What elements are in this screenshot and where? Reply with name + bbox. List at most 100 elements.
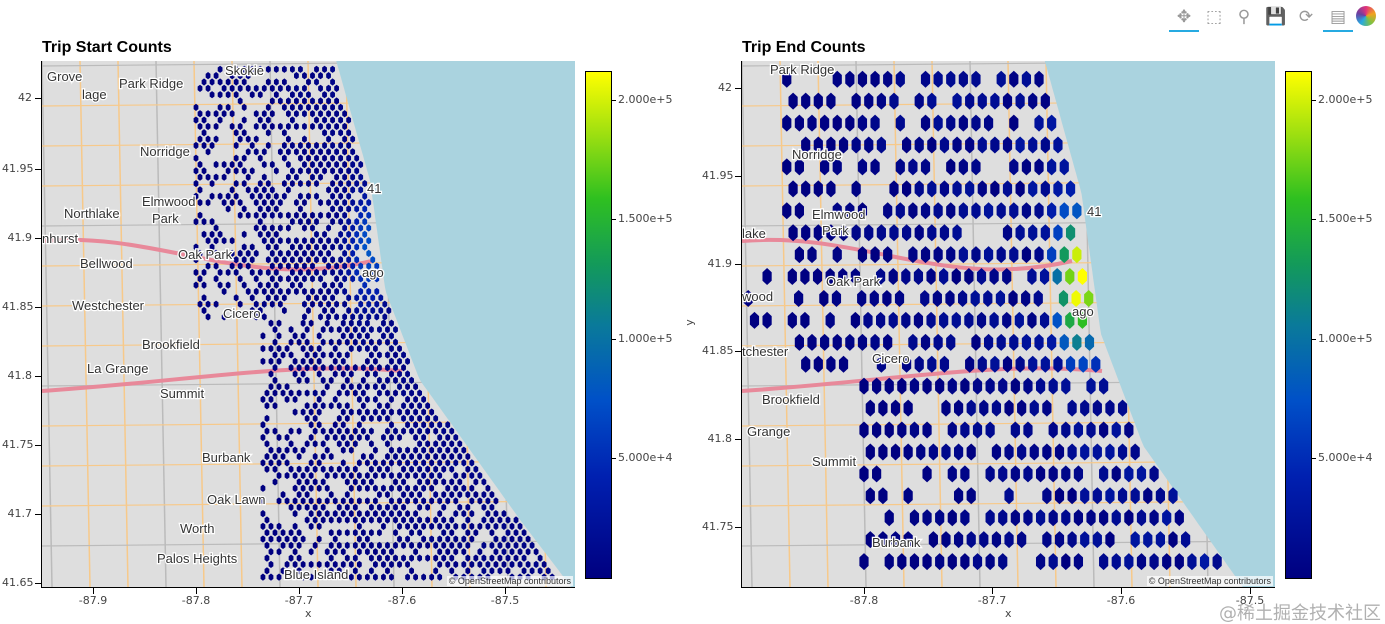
- hex-bin: [229, 249, 235, 257]
- hex-bin: [1086, 421, 1096, 439]
- wheel-zoom-tool-button[interactable]: ⚲: [1237, 7, 1251, 27]
- hex-bin: [237, 97, 243, 105]
- hex-bin: [277, 122, 283, 131]
- hex-bin: [336, 325, 342, 334]
- hex-bin: [310, 237, 315, 245]
- hex-bin: [273, 281, 279, 289]
- hex-bin: [477, 471, 483, 480]
- hex-bin: [389, 357, 394, 365]
- hex-bin: [533, 560, 539, 569]
- hex-bin: [1078, 355, 1088, 373]
- hex-bin: [1009, 158, 1019, 176]
- hex-bin: [253, 135, 259, 143]
- hex-bin: [277, 211, 283, 219]
- hex-bin: [397, 357, 402, 365]
- hex-bin: [268, 370, 274, 378]
- hex-bin: [1047, 333, 1057, 351]
- hex-bin: [1117, 443, 1128, 461]
- hex-bin: [1187, 553, 1197, 571]
- hex-bin: [229, 186, 235, 194]
- hex-bin: [374, 287, 380, 296]
- hex-bin: [276, 522, 282, 530]
- hex-bin: [378, 306, 384, 315]
- hex-bin: [401, 364, 406, 372]
- hex-bin: [953, 531, 964, 549]
- hex-bin: [298, 141, 303, 150]
- hex-bin: [342, 313, 348, 321]
- hex-bin: [517, 548, 523, 556]
- hex-bin: [360, 516, 366, 524]
- hex-bin: [393, 325, 398, 334]
- hex-bin: [897, 377, 907, 395]
- hex-bin: [461, 535, 467, 543]
- hex-bin: [300, 332, 306, 340]
- hex-bin: [304, 325, 310, 334]
- plot-area-end[interactable]: Park Ridge Norridge Elmwood Park lake Oak Par…: [742, 61, 1275, 587]
- hex-bin: [525, 560, 531, 569]
- hex-bin: [249, 256, 255, 264]
- hex-bin: [1029, 399, 1039, 417]
- y-tick-label: 41.95: [702, 169, 734, 182]
- hex-bin: [366, 237, 372, 245]
- hex-bin: [1009, 114, 1019, 132]
- y-tick-label: 41.9: [707, 257, 733, 270]
- hex-bin: [322, 256, 327, 264]
- hex-bin: [346, 218, 352, 226]
- pan-tool-button[interactable]: ✥: [1169, 6, 1199, 32]
- hex-bin: [350, 173, 356, 181]
- save-tool-button[interactable]: 💾: [1265, 7, 1287, 27]
- map-road: [893, 61, 905, 587]
- y-tick-label: 41.85: [702, 344, 734, 357]
- plot-area-start[interactable]: Grove lage Park Ridge Skokie Norridge Elmwood…: [42, 61, 575, 587]
- hex-bin: [285, 160, 291, 169]
- hex-bin: [358, 275, 364, 283]
- hex-bin: [989, 268, 999, 286]
- hex-bin: [300, 446, 306, 454]
- hex-bin: [272, 351, 278, 359]
- hex-bin: [292, 484, 298, 492]
- map-label: Elmwood: [142, 194, 195, 209]
- hex-bin: [409, 427, 414, 435]
- reset-tool-button[interactable]: ⟳: [1298, 7, 1314, 27]
- hex-bin: [385, 567, 390, 575]
- hex-bin: [245, 72, 251, 80]
- hex-bin: [205, 135, 211, 143]
- hex-bin: [277, 249, 283, 257]
- map-label: Park Ridge: [770, 62, 834, 77]
- colorbar-tick: [612, 339, 616, 340]
- hex-bin: [260, 332, 266, 340]
- bokeh-logo-icon[interactable]: [1356, 6, 1376, 26]
- hex-bin: [521, 554, 527, 562]
- hex-bin: [983, 246, 994, 264]
- hex-bin: [328, 402, 334, 410]
- colorbar-tick-label: 1.000e+5: [618, 332, 673, 345]
- hex-bin: [229, 110, 235, 118]
- hex-bin: [493, 535, 499, 543]
- hex-bin: [441, 465, 447, 473]
- box-zoom-tool-button[interactable]: ⬚: [1205, 7, 1223, 27]
- hex-bin: [953, 487, 964, 505]
- hex-bin: [505, 541, 511, 549]
- hex-bin: [449, 452, 455, 461]
- hex-bin: [320, 325, 326, 334]
- hex-bin: [249, 141, 255, 150]
- hex-bin: [401, 491, 406, 499]
- hex-bin: [385, 503, 390, 511]
- hex-bin: [825, 311, 835, 329]
- hex-bin: [253, 249, 259, 257]
- hex-bin: [304, 364, 310, 372]
- hex-bin: [831, 289, 842, 307]
- hex-bin: [342, 211, 348, 219]
- hex-bin: [197, 84, 203, 92]
- hex-bin: [913, 311, 924, 329]
- hex-bin: [1092, 531, 1102, 549]
- hex-bin: [362, 205, 368, 213]
- hover-tool-button[interactable]: ▤: [1323, 6, 1353, 32]
- hex-bin: [350, 135, 356, 143]
- hex-bin: [1080, 443, 1090, 461]
- hex-bin: [338, 281, 344, 289]
- hex-bin: [322, 129, 327, 137]
- hex-bin: [225, 91, 231, 99]
- hex-bin: [272, 465, 278, 473]
- hex-bin: [364, 497, 370, 505]
